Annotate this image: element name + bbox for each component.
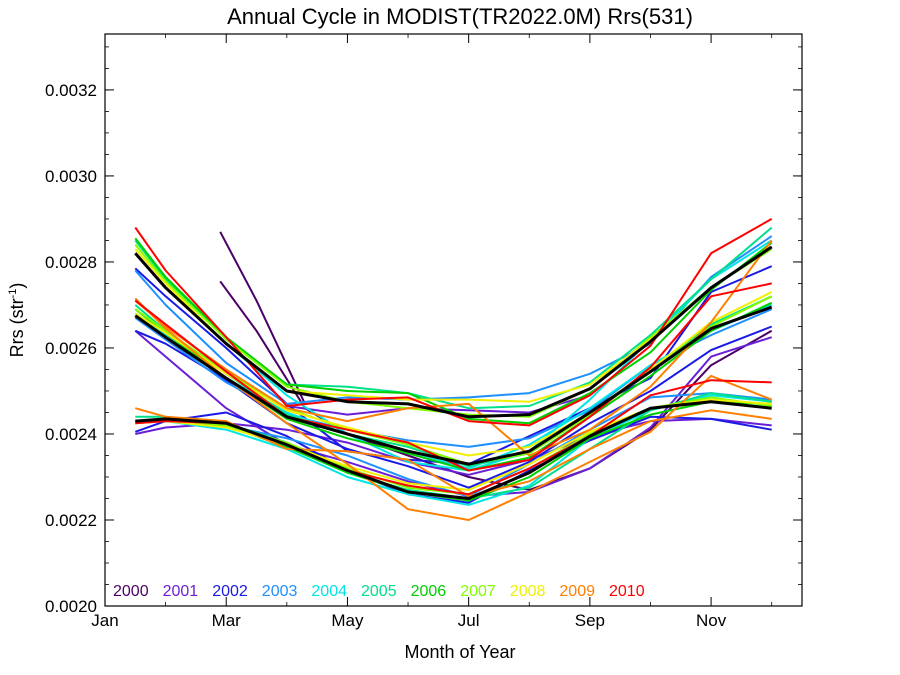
- legend-item-2003: 2003: [262, 583, 298, 600]
- x-axis: Jan Mar May Jul Sep Nov: [91, 34, 773, 630]
- series-layer: [134, 218, 773, 521]
- x-tick-label: Jul: [458, 611, 480, 630]
- x-tick-label: Nov: [696, 611, 727, 630]
- y-tick-label: 0.0028: [45, 253, 97, 272]
- y-axis-label-main: Rrs (str: [7, 298, 27, 357]
- plot-frame: [104, 33, 803, 607]
- legend: 2000 2001 2002 2003 2004 2005 2006 2007 2008 2009…: [113, 583, 645, 600]
- legend-item-2007: 2007: [460, 583, 496, 600]
- mean-line: [134, 305, 773, 466]
- legend-item-2002: 2002: [212, 583, 248, 600]
- series-line-2004: [134, 303, 773, 470]
- legend-item-2000: 2000: [113, 583, 149, 600]
- series-line-2001: [134, 330, 773, 498]
- series-line-2008: [134, 246, 773, 403]
- series-line-2002: [134, 411, 772, 504]
- series-line-2004: [134, 239, 773, 472]
- y-axis-label: Rrs (str-1): [7, 283, 27, 358]
- series-line-2000: [219, 231, 306, 405]
- y-tick-label: 0.0022: [45, 511, 97, 530]
- legend-item-2004: 2004: [311, 583, 347, 600]
- x-tick-label: Mar: [212, 611, 242, 630]
- x-tick-label: Jan: [91, 611, 118, 630]
- series-line-2000: [219, 280, 773, 491]
- series-line-2009: [134, 239, 773, 457]
- y-tick-label: 0.0024: [45, 425, 97, 444]
- y-tick-label: 0.0032: [45, 81, 97, 100]
- legend-item-2008: 2008: [510, 583, 546, 600]
- mean-line: [135, 400, 772, 500]
- y-axis-label-sup: -1: [7, 289, 19, 299]
- legend-item-2009: 2009: [559, 583, 595, 600]
- legend-item-2010: 2010: [609, 583, 645, 600]
- y-tick-label: 0.0030: [45, 167, 97, 186]
- y-axis: 0.0020 0.0022 0.0024 0.0026 0.0028 0.0030 0.00…: [45, 46, 802, 616]
- y-axis-label-end: ): [7, 283, 27, 289]
- x-tick-label: Sep: [575, 611, 605, 630]
- mean-line: [134, 245, 773, 419]
- x-tick-label: May: [331, 611, 364, 630]
- x-axis-label: Month of Year: [404, 642, 515, 662]
- legend-item-2005: 2005: [361, 583, 397, 600]
- y-tick-label: 0.0020: [45, 597, 97, 616]
- series-line-2009: [135, 407, 772, 498]
- y-tick-label: 0.0026: [45, 339, 97, 358]
- series-line-2007: [134, 244, 773, 418]
- chart-title: Annual Cycle in MODIST(TR2022.0M) Rrs(53…: [227, 4, 693, 29]
- legend-item-2001: 2001: [163, 583, 199, 600]
- series-line-2008: [134, 291, 773, 457]
- legend-item-2006: 2006: [411, 583, 447, 600]
